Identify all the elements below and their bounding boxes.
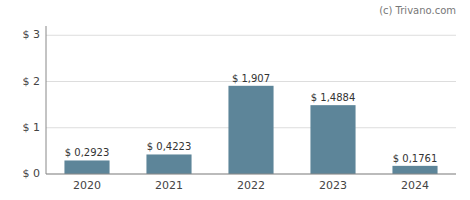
grid-line: [46, 174, 456, 175]
data-label: $ 0,4223: [147, 141, 192, 152]
bars: [64, 86, 437, 174]
data-label: $ 0,1761: [393, 153, 438, 164]
bar: [146, 154, 191, 174]
annotation: (c) Trivano.com: [379, 5, 456, 16]
data-label: $ 1,907: [232, 73, 270, 84]
y-tick-label: $ 1: [23, 121, 41, 134]
y-tick-label: $ 0: [23, 167, 41, 180]
x-tick-label: 2021: [155, 179, 183, 192]
y-tick-label: $ 2: [23, 75, 41, 88]
bar: [310, 105, 355, 174]
y-axis-line: [46, 26, 47, 174]
x-tick-label: 2022: [237, 179, 265, 192]
x-tick-label: 2023: [319, 179, 347, 192]
grid-line: [46, 35, 456, 36]
x-tick-label: 2020: [73, 179, 101, 192]
data-label: $ 1,4884: [311, 92, 356, 103]
bar: [228, 86, 273, 174]
data-label: $ 0,2923: [65, 147, 110, 158]
bar: [392, 166, 437, 174]
x-tick-label: 2024: [401, 179, 429, 192]
grid: [46, 35, 456, 174]
chart-svg: $ 0 $ 1 $ 2 $ 3 2020 2021 2022 2023 2024 $ 0,2923…: [0, 0, 470, 200]
bar: [64, 160, 109, 174]
chart-container: $ 0 $ 1 $ 2 $ 3 2020 2021 2022 2023 2024 $ 0,2923…: [0, 0, 470, 200]
page: {"chart_data": {"type": "bar", "categori…: [0, 0, 470, 200]
x-axis-line: [46, 174, 456, 175]
y-tick-label: $ 3: [23, 28, 41, 41]
